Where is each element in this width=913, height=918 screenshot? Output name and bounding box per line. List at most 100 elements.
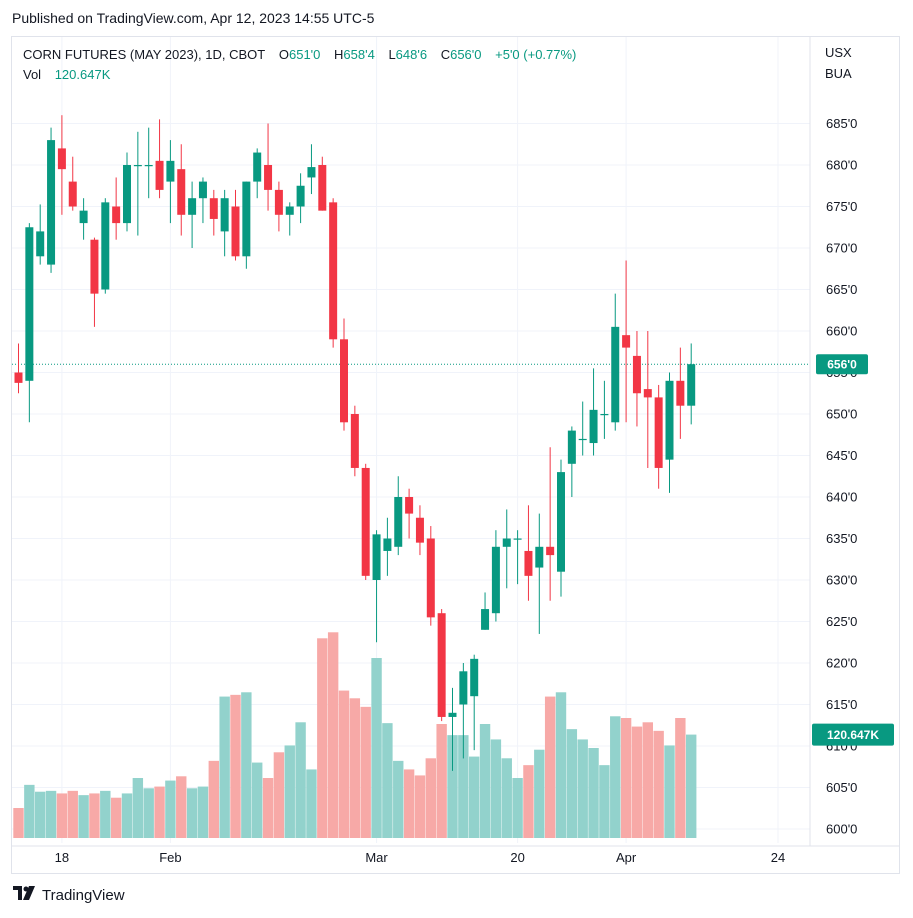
price-tick-label: 660'0 bbox=[826, 324, 857, 339]
legend-vol-label[interactable]: Vol bbox=[23, 67, 42, 82]
price-tick-label: 625'0 bbox=[826, 614, 857, 629]
volume-bar-up bbox=[469, 756, 480, 838]
volume-bar-up bbox=[241, 692, 252, 838]
volume-bar-up bbox=[555, 692, 567, 838]
candle-body-up bbox=[253, 152, 262, 182]
volume-bar-down bbox=[349, 698, 361, 838]
price-tick-label: 635'0 bbox=[826, 531, 857, 546]
candle-body-down bbox=[264, 165, 273, 190]
candle-body-down bbox=[415, 517, 424, 543]
price-tick-label: 650'0 bbox=[826, 407, 857, 422]
volume-bar-down bbox=[89, 793, 100, 838]
volume-bar-up bbox=[197, 786, 209, 838]
time-tick-label: 24 bbox=[771, 850, 785, 865]
candle-body-up bbox=[448, 712, 457, 717]
candle-body-up bbox=[611, 326, 620, 423]
candle-body-down bbox=[524, 550, 533, 576]
price-tick-label: 685'0 bbox=[826, 116, 857, 131]
last-volume-badge: 120.647K bbox=[812, 723, 894, 746]
volume-bar-up bbox=[252, 762, 263, 838]
price-tick-label: 630'0 bbox=[826, 573, 857, 588]
candle-body-up bbox=[166, 160, 175, 182]
candle-body-down bbox=[632, 355, 641, 394]
legend-open-value: 651'0 bbox=[288, 47, 321, 62]
volume-bar-up bbox=[35, 791, 46, 838]
volume-bar-up bbox=[24, 784, 35, 838]
candle-body-up bbox=[133, 165, 142, 167]
candle-body-up bbox=[481, 609, 490, 630]
candle-body-up bbox=[557, 472, 565, 572]
candle-body-up bbox=[36, 231, 45, 257]
candle-body-up bbox=[101, 202, 110, 290]
last-price-badge-bg bbox=[816, 354, 868, 375]
legend-high-label: H bbox=[334, 47, 344, 62]
volume-bar-down bbox=[262, 778, 274, 838]
currency-line-1: USX bbox=[825, 45, 852, 60]
volume-bar-down bbox=[56, 793, 68, 838]
volume-bar-up bbox=[664, 745, 675, 838]
volume-bar-up bbox=[382, 723, 393, 838]
volume-bar-up bbox=[610, 716, 621, 838]
candle-body-up bbox=[394, 497, 403, 547]
volume-bar-down bbox=[273, 752, 285, 838]
candle-body-down bbox=[329, 202, 338, 340]
price-axis[interactable]: 685'0680'0675'0670'0665'0660'0655'0650'0… bbox=[809, 37, 857, 846]
volume-bar-down bbox=[154, 786, 165, 838]
last-price-badge-text: 656'0 bbox=[827, 358, 857, 372]
candle-body-down bbox=[405, 497, 414, 514]
candle-body-up bbox=[198, 181, 207, 199]
volume-bar-up bbox=[479, 724, 491, 838]
currency-unit-label[interactable]: USX BUA bbox=[825, 42, 852, 84]
time-tick-label: 20 bbox=[510, 850, 524, 865]
candle-body-down bbox=[546, 546, 555, 556]
time-tick-label: Feb bbox=[159, 850, 181, 865]
volume-bar-down bbox=[338, 690, 350, 838]
candle-body-up bbox=[220, 198, 229, 232]
time-tick-label: Apr bbox=[616, 850, 637, 865]
candle-body-up bbox=[567, 430, 576, 464]
legend-open-label: O bbox=[278, 47, 289, 62]
chart-frame[interactable] bbox=[11, 36, 900, 874]
volume-bar-up bbox=[78, 795, 89, 838]
volume-bar-up bbox=[599, 765, 610, 838]
candle-body-down bbox=[676, 380, 685, 406]
volume-bar-up bbox=[219, 696, 230, 838]
currency-line-2: BUA bbox=[825, 66, 852, 81]
brand-name: TradingView bbox=[42, 886, 125, 904]
volume-bar-up bbox=[121, 793, 133, 838]
volume-bar-up bbox=[45, 790, 57, 838]
volume-bar-up bbox=[686, 734, 697, 838]
candle-body-up bbox=[285, 206, 294, 215]
candle-body-up bbox=[79, 210, 88, 224]
candle-body-down bbox=[350, 414, 359, 468]
candle-body-up bbox=[491, 546, 500, 614]
volume-bar-up bbox=[143, 788, 154, 838]
volume-bar-down bbox=[436, 724, 447, 838]
volume-bar-up bbox=[393, 760, 404, 838]
legend-symbol[interactable]: CORN FUTURES (MAY 2023), 1D, CBOT bbox=[23, 47, 266, 62]
volume-bar-down bbox=[620, 718, 632, 838]
volume-series bbox=[13, 632, 697, 838]
candle-body-up bbox=[25, 227, 34, 381]
tradingview-brand[interactable]: TradingView bbox=[13, 886, 125, 904]
candle-body-up bbox=[502, 538, 511, 547]
volume-bar-down bbox=[642, 722, 653, 838]
candle-body-up bbox=[47, 140, 56, 265]
grid-lines bbox=[12, 37, 810, 843]
candle-body-up bbox=[188, 198, 197, 215]
volume-bar-down bbox=[425, 758, 436, 838]
candle-body-down bbox=[622, 335, 631, 348]
candle-body-up bbox=[296, 185, 305, 207]
time-axis[interactable]: 18 Feb Mar 20 Apr 24 bbox=[12, 845, 899, 865]
volume-bar-down bbox=[523, 765, 534, 838]
candle-body-down bbox=[68, 181, 77, 207]
legend-close-label: C bbox=[440, 47, 451, 62]
candle-body-up bbox=[144, 165, 153, 167]
legend-change-value: +5'0 (+0.77%) bbox=[495, 47, 577, 62]
volume-bar-up bbox=[100, 790, 111, 838]
price-tick-label: 615'0 bbox=[826, 697, 857, 712]
volume-bar-up bbox=[458, 735, 469, 838]
candle-body-down bbox=[361, 467, 370, 576]
last-price-badge: 656'0 bbox=[816, 354, 868, 375]
